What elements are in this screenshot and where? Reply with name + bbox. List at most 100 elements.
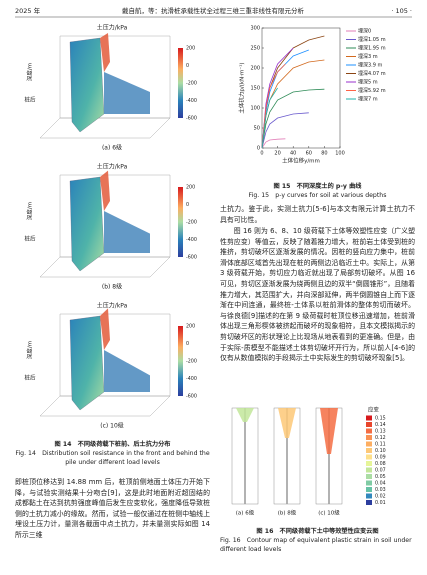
legend-label: 埋深1.95 m — [358, 45, 386, 52]
pressure-surface — [100, 308, 110, 350]
x-tick-label: 60 — [306, 151, 312, 157]
pressure-surface — [100, 170, 110, 211]
x-tick-label: 20 — [274, 151, 280, 157]
colorbar — [178, 326, 183, 396]
legend-label: 埋深4.07 m — [358, 70, 386, 77]
pressure-surface — [100, 33, 110, 72]
curve — [261, 47, 294, 149]
colorbar-label: -200 — [186, 81, 197, 87]
y-tick-label: 0 — [257, 146, 260, 152]
plastic-zone — [278, 408, 296, 438]
pile-surface — [69, 315, 105, 411]
legend-swatch — [366, 474, 372, 479]
legend-label: 埋深5 m — [358, 79, 378, 86]
legend-label: 0.01 — [375, 500, 386, 506]
caption-cn: 图 14 不同级荷载下桩前、后土抗力分布 — [54, 441, 171, 448]
legend-swatch — [366, 454, 372, 460]
x-tick-label: 100 — [335, 151, 345, 157]
legend-label: 0.11 — [375, 442, 386, 448]
pressure-surface — [104, 350, 150, 392]
side-label: 桩后 — [24, 374, 36, 382]
legend-swatch — [366, 428, 372, 434]
plastic-zone — [236, 408, 254, 422]
legend-label: 0.03 — [375, 487, 386, 493]
panel-caption: (b) 8级 — [102, 283, 122, 291]
x-tick-label: 40 — [290, 151, 296, 157]
legend-swatch — [366, 493, 372, 499]
legend-label: 0.07 — [375, 468, 386, 474]
side-label: 桩后 — [24, 96, 36, 104]
colorbar-label: -400 — [186, 237, 197, 243]
colorbar-label: 0 — [186, 341, 189, 347]
panel-caption: (c) 10级 — [318, 509, 340, 517]
legend-label: 0.13 — [375, 429, 386, 435]
caption-en: Fig. 14 Distribution soil resistance in … — [15, 450, 210, 466]
colorbar-label: 200 — [186, 46, 195, 52]
legend-swatch — [366, 415, 372, 421]
legend-swatch — [366, 480, 372, 486]
body-right-1: 土抗力。鉴于此，实测土抗力[5-6]与本文有限元计算土抗力不具有可比性。 — [220, 205, 415, 224]
colorbar-label: 200 — [186, 185, 195, 191]
colorbar — [178, 48, 183, 118]
y-label: 深度/m — [26, 341, 34, 359]
colorbar-label: -600 — [186, 116, 197, 122]
y-tick-label: 50 — [254, 126, 260, 132]
legend-label: 0.04 — [375, 481, 386, 487]
legend-label: 0.14 — [375, 422, 386, 428]
colorbar-label: -200 — [186, 220, 197, 226]
y-tick-label: 300 — [250, 26, 260, 32]
caption-cn: 图 15 不同深度土的 p-y 曲线 — [273, 183, 362, 190]
legend-label: 0.12 — [375, 435, 386, 441]
y-tick-label: 200 — [250, 66, 260, 72]
legend-swatch — [366, 435, 372, 440]
curve — [261, 138, 286, 149]
header-right: · 105 · — [391, 7, 412, 15]
legend-label: 0.08 — [375, 461, 386, 467]
axis-title: 土压力/kPa — [97, 163, 128, 171]
legend-swatch — [366, 461, 372, 466]
y-axis-label: 土体抗力p/(kN·m⁻¹) — [238, 62, 246, 113]
curve — [261, 59, 325, 149]
y-label: 深度/m — [26, 63, 34, 81]
curve — [261, 87, 278, 149]
legend-label: 埋深7 m — [358, 96, 378, 103]
legend-label: 0.09 — [375, 455, 386, 461]
pile-surface — [69, 176, 105, 272]
legend-label: 埋深5.92 m — [358, 87, 386, 94]
curve — [261, 63, 286, 149]
header-left: 2025 年 — [15, 6, 41, 15]
colorbar-label: -400 — [186, 376, 197, 382]
curve — [261, 112, 309, 149]
legend-label: 0.02 — [375, 494, 386, 500]
pressure-surface — [104, 211, 150, 253]
y-label: 深度/m — [26, 202, 34, 220]
colorbar-label: 200 — [186, 324, 195, 330]
legend-title: 应变 — [368, 406, 380, 414]
legend-swatch — [366, 441, 372, 447]
y-tick-label: 150 — [250, 86, 260, 92]
caption-en: Fig. 16 Contour map of equivalent plasti… — [220, 537, 412, 553]
legend-label: 埋深3 m — [358, 53, 378, 60]
legend-swatch — [366, 500, 372, 505]
header-center: 戴自航，等：抗滑桩承载性状全过程三维三重非线性有限元分析 — [122, 6, 305, 15]
colorbar-label: -600 — [186, 255, 197, 261]
plot-floor — [39, 117, 171, 139]
legend-swatch — [366, 422, 372, 427]
body-right-2: 图 16 则为 6、8、10 级荷载下土体等效塑性应变（广义塑性剪应变）等值云，… — [220, 227, 415, 363]
colorbar — [178, 187, 183, 257]
colorbar-label: -600 — [186, 394, 197, 400]
panel-caption: (c) 10级 — [100, 422, 124, 430]
y-tick-label: 250 — [250, 46, 260, 52]
side-label: 桩后 — [24, 235, 36, 243]
plot-frame — [261, 27, 341, 149]
legend-swatch — [366, 467, 372, 473]
plot-floor — [39, 256, 171, 278]
body-left: 即桩顶位移达到 14.88 mm 后，桩顶前侧地面土体压力开始下降，与试验实测结… — [15, 478, 210, 539]
legend-label: 0.05 — [375, 474, 386, 480]
legend-label: 埋深0 — [358, 28, 371, 35]
x-axis-label: 土体位移y/mm — [282, 157, 320, 165]
pressure-surface — [104, 72, 150, 114]
axis-title: 土压力/kPa — [97, 302, 128, 310]
y-tick-label: 100 — [250, 106, 260, 112]
